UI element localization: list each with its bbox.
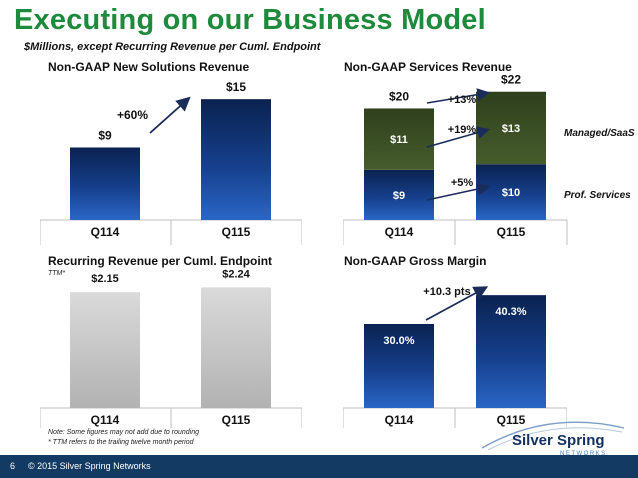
x-tick-q114: Q114 — [385, 225, 414, 239]
managed-growth-annotation: +19% — [448, 124, 477, 136]
bar-prof-services-q114 — [364, 169, 434, 220]
bar-q114 — [70, 147, 140, 220]
x-tick-q115: Q115 — [497, 225, 526, 239]
growth-arrow — [149, 96, 191, 134]
ttm-note: TTM* — [48, 270, 66, 277]
value-label-q114: $2.15 — [91, 273, 119, 285]
prof-growth-annotation: +5% — [451, 177, 474, 189]
value-label-prof-q115: $10 — [502, 187, 520, 199]
value-label-managed-q114: $11 — [390, 134, 408, 146]
total-growth-arrow — [426, 88, 491, 104]
services-chart-title: Non-GAAP Services Revenue — [344, 60, 512, 74]
new-solutions-chart: $9 $15 +60% Q114 Q115 — [40, 80, 302, 245]
total-label-q115: $22 — [501, 75, 521, 87]
copyright: © 2015 Silver Spring Networks — [28, 461, 151, 471]
page-number: 6 — [10, 461, 16, 471]
margin-growth-annotation: +10.3 pts — [423, 286, 470, 298]
x-tick-q115: Q115 — [497, 413, 526, 427]
value-label-q114: $9 — [98, 129, 112, 143]
value-label-q115: $15 — [226, 80, 246, 94]
value-label-q114: 30.0% — [383, 335, 414, 347]
footnotes: Note: Some figures may not add due to ro… — [48, 428, 199, 448]
silver-spring-logo: Silver Spring NETWORKS — [481, 421, 625, 457]
bar-q114 — [70, 292, 140, 408]
value-label-q115: $2.24 — [222, 268, 250, 280]
legend-prof-services: Prof. Services — [564, 190, 631, 201]
x-tick-q114: Q114 — [385, 413, 414, 427]
logo-wordmark: Silver Spring — [512, 432, 605, 449]
x-tick-q115: Q115 — [222, 413, 251, 427]
gross-margin-chart: 30.0% 40.3% +10.3 pts Q114 Q115 — [343, 286, 567, 428]
x-tick-q115: Q115 — [222, 225, 251, 239]
bar-managed-saas-q114 — [364, 108, 434, 170]
value-label-q115: 40.3% — [495, 306, 526, 318]
page-title: Executing on our Business Model — [14, 4, 486, 36]
prof-growth-arrow — [426, 182, 491, 201]
bar-q115 — [476, 295, 546, 408]
growth-annotation: +60% — [117, 108, 148, 122]
services-chart: $9 $10 $11 $13 $20 $22 +13% +19% +5% Man… — [343, 75, 635, 245]
page-subtitle: $Millions, except Recurring Revenue per … — [24, 41, 321, 53]
recurring-chart: $2.15 $2.24 Q114 Q115 — [40, 268, 302, 428]
value-label-prof-q114: $9 — [393, 190, 405, 202]
margin-growth-arrow — [425, 286, 489, 321]
total-label-q114: $20 — [389, 89, 409, 103]
legend-managed-saas: Managed/SaaS — [564, 128, 635, 139]
total-growth-annotation: +13% — [448, 94, 477, 106]
footnote-ttm: * TTM refers to the trailing twelve mont… — [48, 439, 194, 446]
bar-q115 — [201, 99, 271, 220]
x-tick-q114: Q114 — [91, 225, 120, 239]
new-solutions-chart-title: Non-GAAP New Solutions Revenue — [48, 60, 250, 74]
footnote-rounding: Note: Some figures may not add due to ro… — [48, 429, 199, 436]
x-tick-q114: Q114 — [91, 413, 120, 427]
footer-bar — [0, 455, 638, 478]
managed-growth-arrow — [426, 126, 491, 148]
gross-margin-chart-title: Non-GAAP Gross Margin — [344, 254, 487, 268]
logo-subtext: NETWORKS — [560, 451, 607, 457]
bar-q115 — [201, 287, 271, 408]
value-label-managed-q115: $13 — [502, 123, 520, 135]
bar-q114 — [364, 324, 434, 408]
recurring-chart-title: Recurring Revenue per Cuml. Endpoint — [48, 254, 273, 268]
